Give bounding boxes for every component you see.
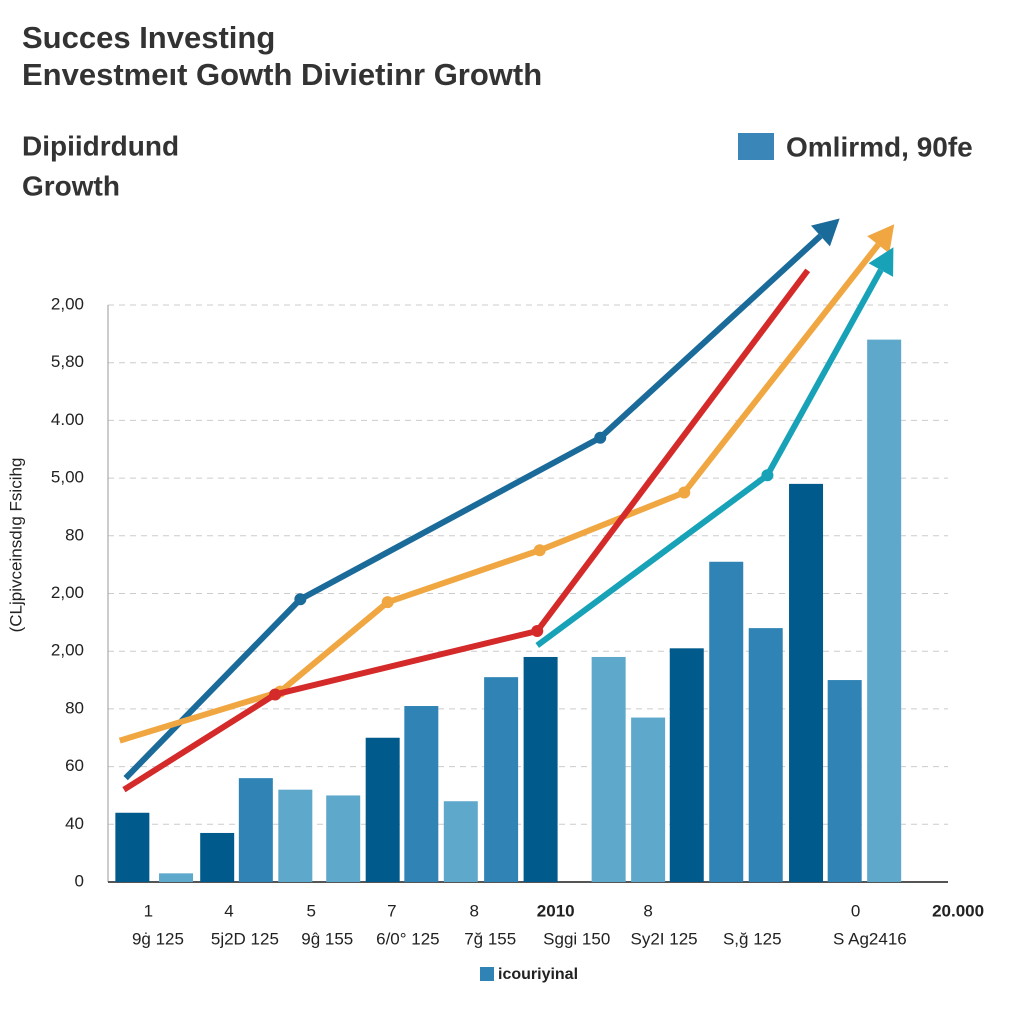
y-tick-label: 80	[65, 525, 84, 544]
point	[381, 596, 394, 609]
y-tick-label: 5,00	[51, 468, 84, 487]
x-tick-label: Sy2I 125	[631, 929, 698, 948]
line-series	[122, 268, 811, 793]
arrow-head	[811, 218, 840, 247]
chart-subtitle: Envestmeıt Gowth Divietinr Growth	[22, 57, 542, 92]
bar	[748, 628, 783, 882]
y-tick-label: 0	[75, 871, 84, 890]
y-tick-label: 2,00	[51, 583, 84, 602]
x-tick-label: 9ĝ 155	[301, 929, 353, 948]
y-tick-label: 40	[65, 814, 84, 833]
legend-swatch	[480, 967, 494, 981]
x-tick-label: Sggi 150	[543, 929, 610, 948]
x-tick-label: S,ğ 125	[723, 929, 782, 948]
bar	[159, 873, 194, 882]
x-tick-label: 7	[387, 901, 396, 920]
point	[594, 431, 607, 444]
arrow-head	[867, 224, 895, 254]
legend-label: icouriyinal	[498, 966, 578, 983]
bar	[404, 706, 439, 882]
bar	[631, 717, 666, 882]
x-tick-label: 1	[144, 901, 153, 920]
bar	[326, 795, 361, 882]
x-tick-label: 8	[643, 901, 652, 920]
bar	[443, 801, 478, 882]
line-series	[123, 233, 823, 781]
legend-swatch	[738, 133, 774, 160]
y-tick-label: 2,00	[51, 294, 84, 313]
bar	[709, 561, 744, 882]
heading: Growth	[22, 170, 120, 201]
point	[294, 593, 307, 606]
legend-label: Omlirmd, 90fe	[786, 131, 973, 162]
x-tick-label: 9ġ 125	[132, 929, 184, 948]
bar	[789, 483, 824, 882]
bar	[115, 812, 150, 882]
y-tick-label: 5,80	[51, 352, 84, 371]
arrow-head	[868, 247, 894, 277]
x-tick-label: 5	[307, 901, 316, 920]
chart-title: Succes Investing	[22, 20, 275, 55]
y-tick-label: 4.00	[51, 410, 84, 429]
bar	[200, 832, 235, 882]
bar	[523, 656, 558, 882]
point	[531, 625, 544, 638]
bar	[484, 677, 519, 882]
y-axis-label: (CLjpivceinsdıg Fsicihg	[6, 458, 25, 633]
x-tick-label: 6/0° 125	[376, 929, 440, 948]
x-tick-label: 8	[470, 901, 479, 920]
point	[269, 688, 282, 701]
x-tick-label: 4	[224, 901, 233, 920]
line-series	[118, 242, 881, 744]
bar	[278, 789, 313, 882]
x-tick-label: 5j2D 125	[211, 929, 279, 948]
bar	[669, 648, 704, 882]
bar	[591, 656, 626, 882]
x-tick-label: 2010	[537, 901, 575, 920]
y-tick-label: 2,00	[51, 641, 84, 660]
point	[761, 469, 774, 482]
point	[678, 486, 691, 499]
x-tick-label: S Ag2416	[833, 929, 907, 948]
bar	[867, 339, 902, 882]
x-tick-label: 20.000	[932, 901, 984, 920]
y-tick-label: 60	[65, 756, 84, 775]
bar	[365, 737, 400, 882]
bar	[238, 778, 273, 882]
point	[533, 544, 546, 557]
heading: Dipiidrdund	[22, 130, 179, 161]
bar	[827, 680, 862, 882]
x-tick-label: 7ğ 155	[464, 929, 516, 948]
x-tick-label: 0	[851, 901, 860, 920]
y-tick-label: 80	[65, 698, 84, 717]
